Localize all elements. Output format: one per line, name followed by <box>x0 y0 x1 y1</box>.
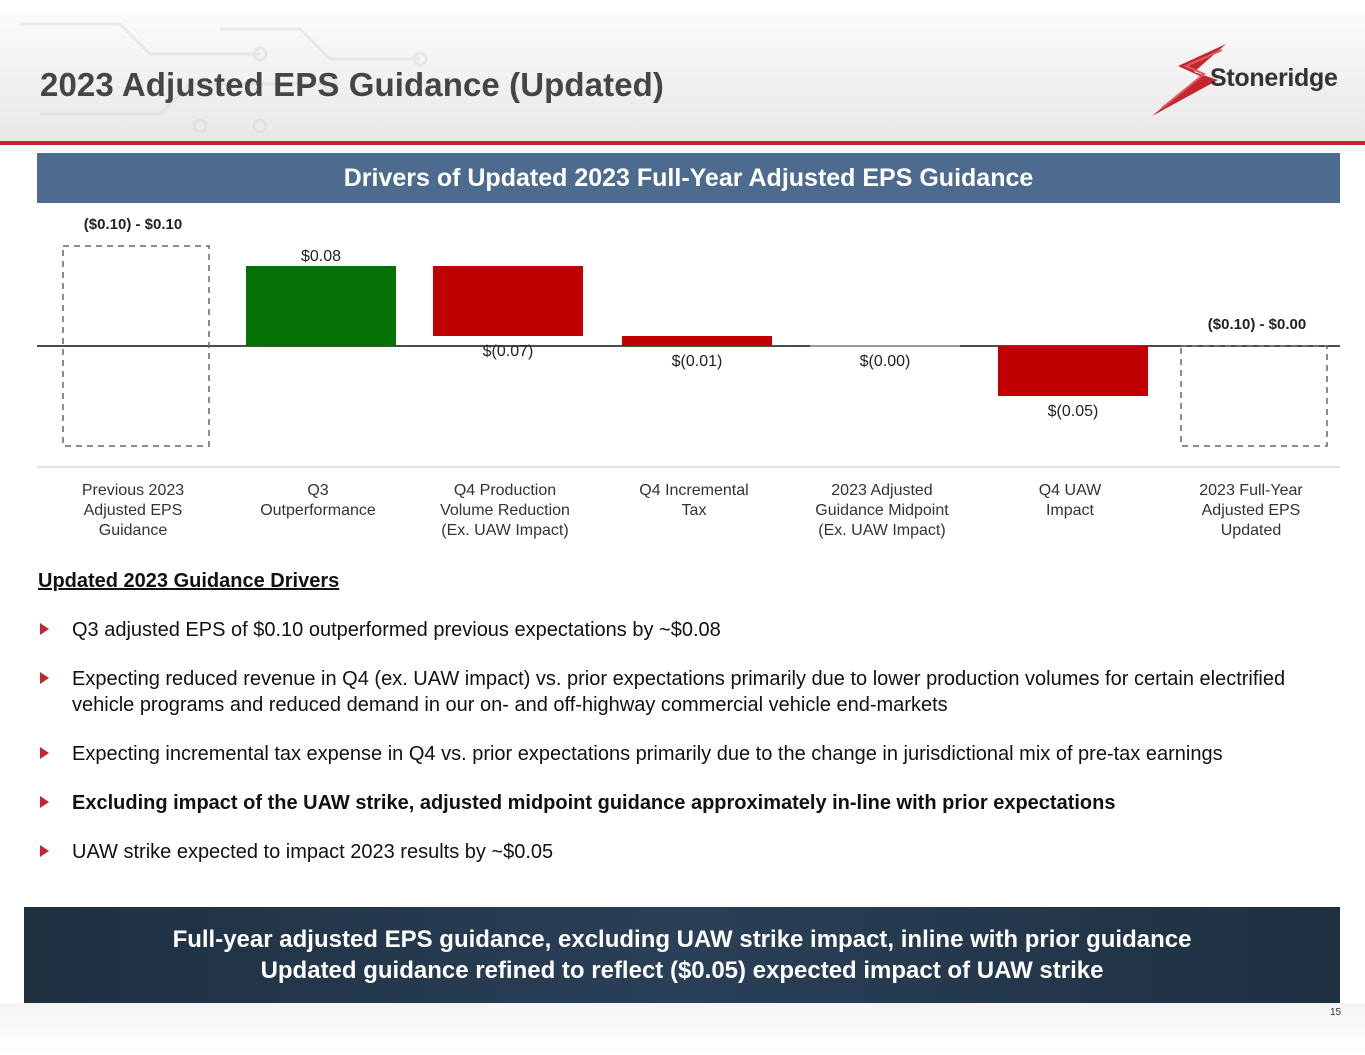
category-label: Adjusted EPS <box>84 502 183 519</box>
delta-value-label: $(0.01) <box>672 353 723 370</box>
logo-wordmark: Stoneridge <box>1210 64 1338 92</box>
driver-bullet: UAW strike expected to impact 2023 resul… <box>38 839 1328 865</box>
footer-line-2: Updated guidance refined to reflect ($0.… <box>260 957 1104 984</box>
header-rule <box>0 141 1365 145</box>
bullet-arrow-icon <box>40 623 49 635</box>
stoneridge-logo-icon <box>1152 44 1226 116</box>
category-label: Q4 Production <box>454 482 556 499</box>
page-number: 15 <box>1330 1007 1342 1018</box>
guidance-range-bar <box>1180 345 1328 447</box>
page-title: 2023 Adjusted EPS Guidance (Updated) <box>40 66 665 103</box>
category-label: Q4 Incremental <box>639 482 748 499</box>
eps-waterfall-chart: ($0.10) - $0.10 $0.08 $(0.07) $(0.01) $(0.00… <box>37 216 1340 539</box>
bullet-arrow-icon <box>40 747 49 759</box>
delta-bar <box>622 336 772 346</box>
driver-bullet: Excluding impact of the UAW strike, adju… <box>38 790 1328 816</box>
delta-bar <box>433 266 583 336</box>
delta-bar <box>810 345 960 347</box>
bullet-arrow-icon <box>40 672 49 684</box>
bottom-decoration <box>0 1003 1365 1055</box>
driver-bullet: Expecting incremental tax expense in Q4 … <box>38 741 1328 767</box>
delta-bar <box>998 346 1148 396</box>
footer-line-1: Full-year adjusted EPS guidance, excludi… <box>172 926 1192 953</box>
header-band <box>0 14 1365 142</box>
driver-bullet-text: Q3 adjusted EPS of $0.10 outperformed pr… <box>72 619 721 641</box>
bullet-arrow-icon <box>40 796 49 808</box>
delta-bar <box>246 266 396 346</box>
circuit-decoration <box>20 22 428 134</box>
driver-bullet-text: Expecting reduced revenue in Q4 (ex. UAW… <box>72 668 1286 716</box>
driver-bullet-text: Expecting incremental tax expense in Q4 … <box>72 743 1223 765</box>
driver-bullet: Expecting reduced revenue in Q4 (ex. UAW… <box>38 666 1328 718</box>
driver-bullet: Q3 adjusted EPS of $0.10 outperformed pr… <box>38 617 1328 643</box>
category-label: Guidance <box>99 522 168 539</box>
category-label: Q3 <box>307 482 328 499</box>
drivers-list: Q3 adjusted EPS of $0.10 outperformed pr… <box>38 617 1328 865</box>
drivers-heading: Updated 2023 Guidance Drivers <box>38 570 340 592</box>
delta-value-label: $(0.07) <box>483 343 534 360</box>
category-label: Guidance Midpoint <box>815 502 949 519</box>
delta-value-label: $0.08 <box>301 248 341 265</box>
category-label: Adjusted EPS <box>1202 502 1301 519</box>
guidance-range-bar <box>62 245 210 447</box>
driver-bullet-text: Excluding impact of the UAW strike, adju… <box>72 792 1116 814</box>
category-label: Q4 UAW <box>1039 482 1102 499</box>
category-label: (Ex. UAW Impact) <box>441 522 568 539</box>
chart-banner: Drivers of Updated 2023 Full-Year Adjust… <box>37 153 1340 203</box>
bullet-arrow-icon <box>40 845 49 857</box>
category-label: 2023 Full-Year <box>1199 482 1303 499</box>
category-label: Impact <box>1046 502 1095 519</box>
category-label: Outperformance <box>260 502 376 519</box>
footer-banner: Full-year adjusted EPS guidance, excludi… <box>24 907 1340 1003</box>
category-label: Volume Reduction <box>440 502 570 519</box>
guidance-range-label: ($0.10) - $0.00 <box>1208 316 1306 333</box>
category-label: (Ex. UAW Impact) <box>818 522 945 539</box>
delta-value-label: $(0.00) <box>860 353 911 370</box>
category-label: Previous 2023 <box>82 482 184 499</box>
category-label: Updated <box>1221 522 1282 539</box>
guidance-range-label: ($0.10) - $0.10 <box>84 216 182 233</box>
driver-bullet-text: UAW strike expected to impact 2023 resul… <box>72 841 554 863</box>
delta-value-label: $(0.05) <box>1048 403 1099 420</box>
category-label: Tax <box>682 502 707 519</box>
category-label: 2023 Adjusted <box>831 482 932 499</box>
